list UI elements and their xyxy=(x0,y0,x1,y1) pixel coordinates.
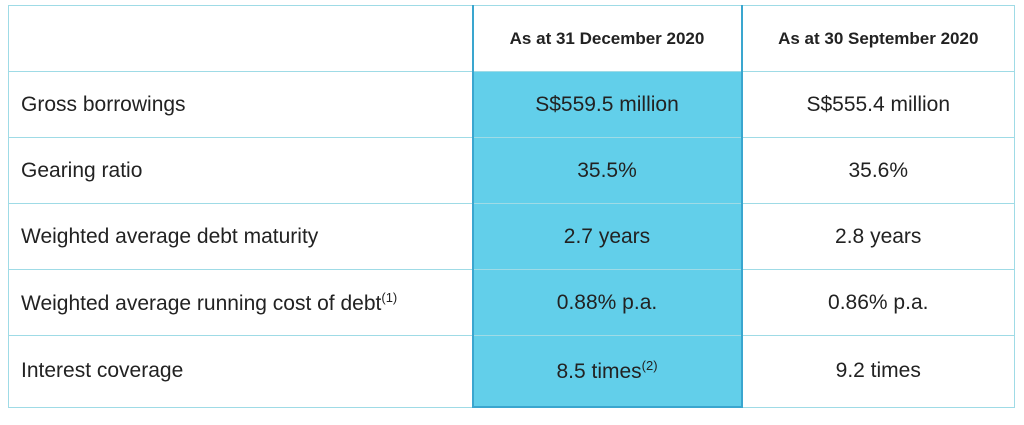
table-row: Gearing ratio 35.5% 35.6% xyxy=(8,137,1015,204)
table-row: Interest coverage 8.5 times(2) 9.2 times xyxy=(8,335,1015,408)
row-label: Weighted average running cost of debt(1) xyxy=(8,269,473,336)
table-row: Gross borrowings S$559.5 million S$555.4 m… xyxy=(8,71,1015,138)
row-label: Gearing ratio xyxy=(8,137,473,204)
column-header: As at 30 September 2020 xyxy=(741,5,1015,72)
cell-text: 8.5 times xyxy=(556,360,642,383)
cell-value: 2.8 years xyxy=(741,203,1015,270)
footnote-marker: (2) xyxy=(641,358,658,373)
cell-value: 0.86% p.a. xyxy=(741,269,1015,336)
table-row: Weighted average debt maturity 2.7 years 2… xyxy=(8,203,1015,270)
cell-value: 35.5% xyxy=(471,137,743,204)
header-row: As at 31 December 2020 As at 30 September… xyxy=(8,5,1015,72)
cell-value: 9.2 times xyxy=(741,335,1015,408)
column-header: As at 31 December 2020 xyxy=(471,5,743,72)
borrowings-table: As at 31 December 2020 As at 30 September… xyxy=(8,5,1015,408)
header-empty xyxy=(8,5,473,72)
row-label: Interest coverage xyxy=(8,335,473,408)
table-body: Gross borrowings S$559.5 million S$555.4 m… xyxy=(8,71,1015,408)
cell-value: 35.6% xyxy=(741,137,1015,204)
cell-value: 2.7 years xyxy=(471,203,743,270)
row-label: Weighted average debt maturity xyxy=(8,203,473,270)
cell-value: 8.5 times(2) xyxy=(471,335,743,408)
row-label: Gross borrowings xyxy=(8,71,473,138)
cell-value: S$555.4 million xyxy=(741,71,1015,138)
cell-text: Weighted average running cost of debt xyxy=(21,291,382,315)
table-row: Weighted average running cost of debt(1)… xyxy=(8,269,1015,336)
cell-value: S$559.5 million xyxy=(471,71,743,138)
footnote-marker: (1) xyxy=(381,289,398,305)
cell-value: 0.88% p.a. xyxy=(471,269,743,336)
